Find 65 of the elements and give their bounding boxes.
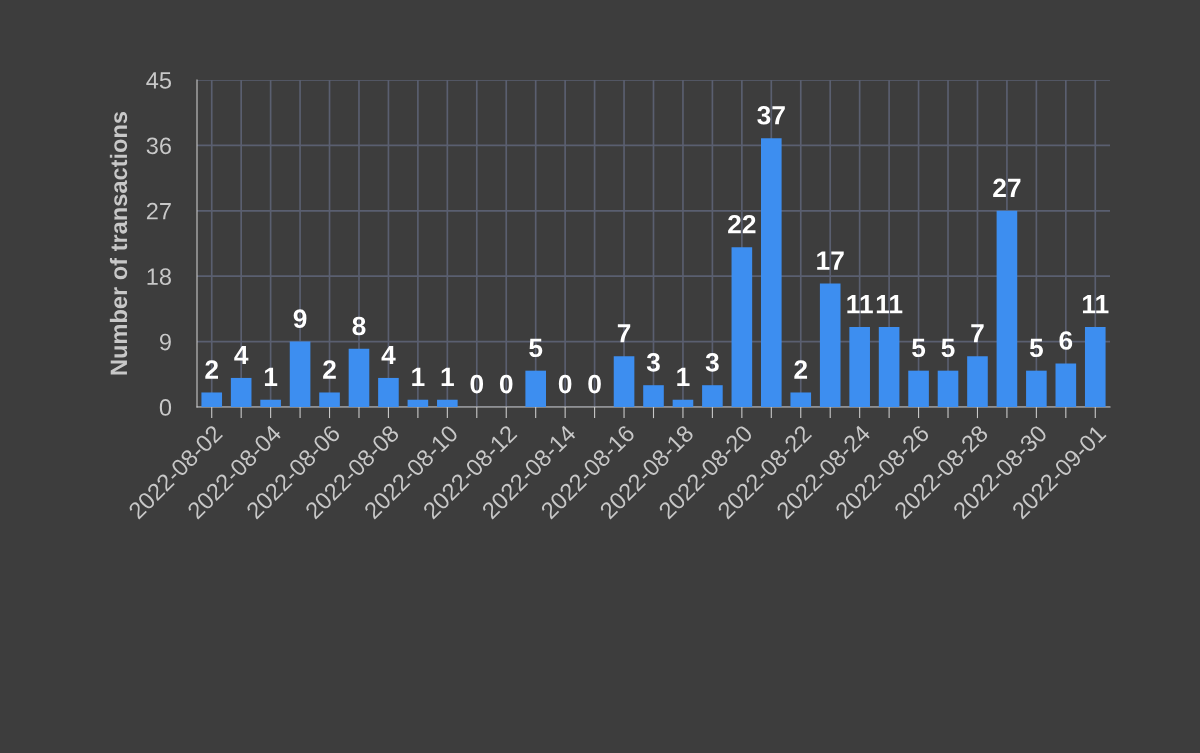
bar (1026, 370, 1047, 407)
data-label: 17 (817, 251, 844, 270)
data-label: 7 (971, 324, 984, 343)
data-label: 11 (876, 295, 903, 314)
data-label: 4 (234, 345, 249, 365)
data-label: 5 (941, 338, 955, 358)
data-label: 0 (470, 374, 484, 394)
bar (407, 399, 429, 407)
bar (289, 341, 311, 407)
data-label: 0 (558, 374, 572, 394)
data-label: 6 (1059, 331, 1073, 350)
bar (790, 392, 812, 407)
bar (996, 210, 1018, 407)
data-label: 9 (293, 309, 307, 329)
bar (849, 327, 870, 407)
data-label: 11 (1082, 295, 1109, 314)
data-label: 1 (441, 367, 454, 386)
bar (319, 392, 340, 407)
bar (260, 399, 281, 407)
y-axis-title: Number of transactions (109, 111, 128, 375)
data-label: 2 (323, 360, 336, 379)
data-label: 22 (728, 214, 756, 234)
bar (378, 377, 399, 407)
bar (672, 399, 694, 407)
bar (937, 370, 959, 407)
y-tick-label: 9 (159, 333, 171, 351)
data-label: 2 (205, 360, 219, 379)
data-label: 3 (705, 352, 719, 372)
data-label: 37 (757, 105, 785, 125)
bar (702, 385, 723, 407)
y-tick-label: 45 (146, 72, 172, 89)
data-label: 7 (617, 324, 631, 343)
y-tick-label: 27 (146, 202, 171, 220)
bar (819, 283, 841, 407)
data-label: 0 (499, 374, 513, 394)
bar (613, 356, 635, 407)
data-label: 11 (847, 295, 873, 314)
bar (908, 370, 929, 407)
data-label: 1 (677, 367, 690, 386)
data-label: 4 (381, 345, 396, 365)
bar (437, 399, 458, 407)
bar (1084, 327, 1106, 407)
data-label: 1 (412, 367, 425, 386)
bar (1055, 363, 1077, 407)
data-label: 0 (588, 374, 601, 394)
bar (761, 138, 782, 407)
bar (878, 327, 900, 407)
data-label: 8 (352, 316, 366, 336)
bar (348, 348, 370, 407)
y-tick-label: 18 (147, 268, 171, 285)
bar (525, 370, 546, 407)
y-tick-label: 36 (146, 137, 171, 155)
data-label: 27 (993, 178, 1021, 197)
bar (201, 392, 223, 407)
y-tick-label: 0 (159, 399, 172, 416)
bar (731, 247, 753, 407)
data-label: 5 (912, 338, 926, 358)
data-label: 2 (794, 360, 808, 379)
bar (230, 377, 252, 407)
bar (967, 356, 988, 407)
data-label: 3 (646, 352, 660, 372)
data-label: 5 (1029, 338, 1043, 358)
data-label: 1 (264, 367, 278, 386)
bar (643, 385, 664, 407)
data-label: 5 (529, 338, 543, 358)
